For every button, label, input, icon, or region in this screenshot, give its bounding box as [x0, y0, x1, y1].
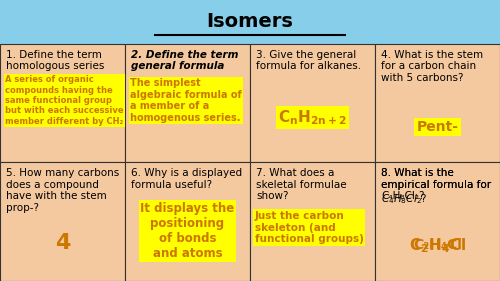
- Text: 4: 4: [55, 233, 70, 253]
- Bar: [375, 162, 500, 281]
- Text: 8. What is the
empirical formula for
$C_4H_8Cl_2$?: 8. What is the empirical formula for $C_…: [381, 168, 491, 206]
- Text: 3. Give the general
formula for alkanes.: 3. Give the general formula for alkanes.: [256, 49, 361, 71]
- Text: It displays the
positioning
of bonds
and atoms: It displays the positioning of bonds and…: [140, 202, 234, 260]
- Text: C₂H₄Cl: C₂H₄Cl: [413, 238, 462, 252]
- Bar: [375, 44, 500, 162]
- Text: $\mathregular{C_nH_{2n+2}}$: $\mathregular{C_nH_{2n+2}}$: [278, 108, 347, 126]
- Bar: [0, 162, 125, 281]
- Bar: [125, 162, 250, 281]
- Bar: [250, 162, 375, 281]
- Text: Pent-: Pent-: [416, 120, 459, 134]
- Bar: [0, 44, 125, 162]
- Text: 7. What does a
skeletal formulae
show?: 7. What does a skeletal formulae show?: [256, 168, 346, 201]
- Bar: [125, 44, 250, 162]
- Text: 2. Define the term
general formula: 2. Define the term general formula: [131, 49, 238, 71]
- Bar: [250, 44, 375, 162]
- Text: 8. What is the
empirical formula for
C₄H₈Cl₂?: 8. What is the empirical formula for C₄H…: [381, 168, 491, 201]
- Bar: [0, 0, 500, 44]
- Text: CnH2n+2: CnH2n+2: [280, 111, 345, 124]
- Text: $\mathregular{C_2H_4Cl}$: $\mathregular{C_2H_4Cl}$: [409, 236, 466, 255]
- Text: 1. Define the term
homologous series: 1. Define the term homologous series: [6, 49, 104, 71]
- Text: Just the carbon
skeleton (and
functional groups): Just the carbon skeleton (and functional…: [255, 211, 364, 244]
- Text: 6. Why is a displayed
formula useful?: 6. Why is a displayed formula useful?: [131, 168, 242, 190]
- Text: 4. What is the stem
for a carbon chain
with 5 carbons?: 4. What is the stem for a carbon chain w…: [381, 49, 483, 83]
- Text: Isomers: Isomers: [206, 12, 294, 31]
- Text: A series of organic
compounds having the
same functional group
but with each suc: A series of organic compounds having the…: [5, 75, 124, 126]
- Text: The simplest
algebraic formula of
a member of a
homogenous series.: The simplest algebraic formula of a memb…: [130, 78, 242, 123]
- Text: 5. How many carbons
does a compound
have with the stem
prop-?: 5. How many carbons does a compound have…: [6, 168, 119, 213]
